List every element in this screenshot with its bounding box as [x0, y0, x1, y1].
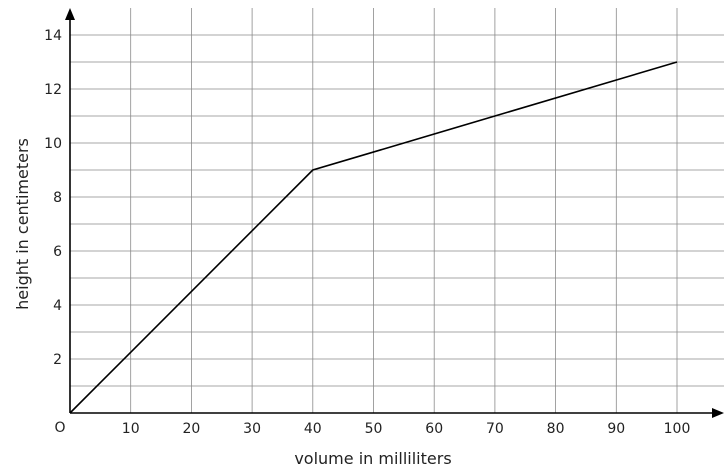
origin-label: O — [54, 420, 65, 436]
tick-labels: 10 20 30 40 50 60 70 80 90 100 2 4 6 8 10 12 14 — [44, 28, 690, 437]
y-tick-label: 2 — [53, 352, 62, 368]
x-tick-label: 90 — [607, 421, 625, 437]
series-group — [69, 61, 678, 414]
x-tick-label: 70 — [486, 421, 504, 437]
x-tick-label: 60 — [425, 421, 443, 437]
axes — [65, 8, 724, 418]
y-tick-label: 4 — [53, 298, 62, 314]
grid — [70, 8, 724, 413]
x-tick-label: 20 — [182, 421, 200, 437]
x-tick-label: 100 — [664, 421, 691, 437]
x-axis-label: volume in milliliters — [294, 449, 451, 468]
x-tick-label: 50 — [365, 421, 383, 437]
y-axis-label: height in centimeters — [13, 138, 32, 310]
y-tick-label: 8 — [53, 190, 62, 206]
series-line-0 — [69, 61, 678, 414]
y-tick-label: 10 — [44, 136, 62, 152]
x-tick-label: 10 — [122, 421, 140, 437]
x-tick-label: 80 — [547, 421, 565, 437]
x-tick-label: 30 — [243, 421, 261, 437]
y-axis-arrowhead — [65, 8, 75, 20]
x-axis-arrowhead — [712, 408, 724, 418]
x-tick-label: 40 — [304, 421, 322, 437]
y-tick-label: 14 — [44, 28, 62, 44]
y-tick-label: 12 — [44, 82, 62, 98]
y-tick-label: 6 — [53, 244, 62, 260]
